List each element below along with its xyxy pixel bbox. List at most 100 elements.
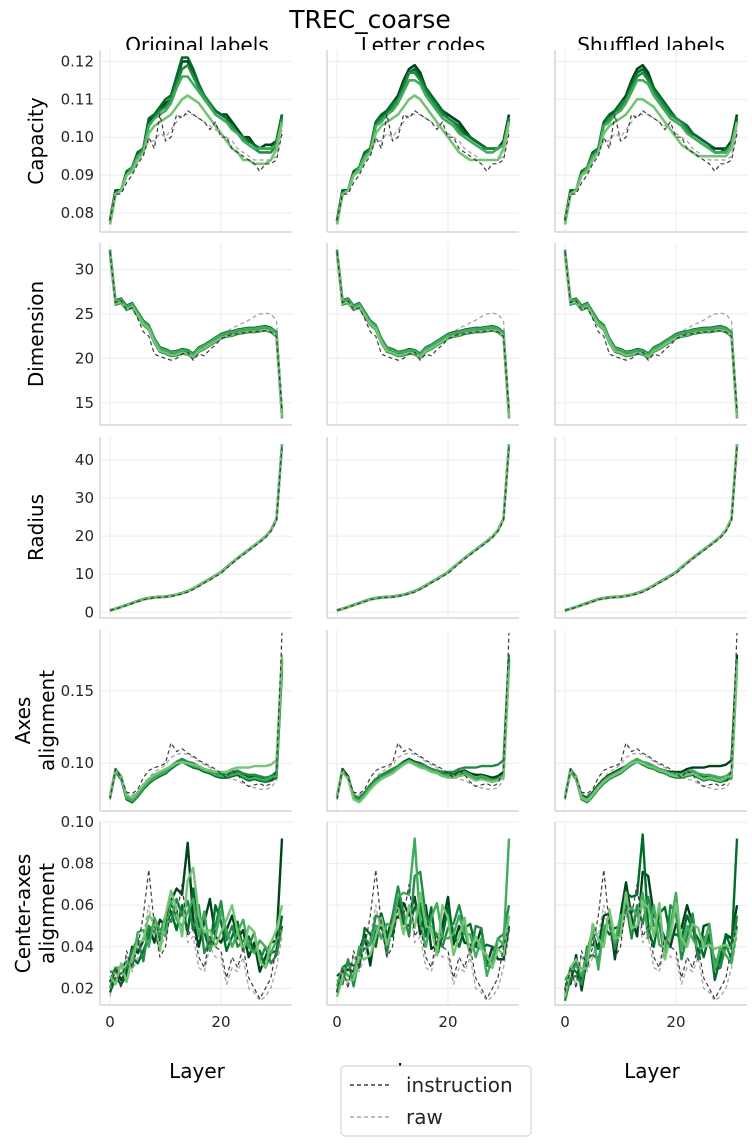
y-tick-label: 0.09 (61, 166, 94, 184)
figure-title: TREC_coarse (288, 5, 450, 34)
panel-background (100, 243, 292, 425)
raw-line (109, 113, 283, 225)
panel-grid: Capacity 0.08 0.09 0.10 0.11 0.12 Dimension 15 2… (11, 50, 747, 1031)
green-line-5 (108, 654, 284, 800)
panel-background (327, 243, 519, 425)
green-line-5 (563, 891, 739, 997)
panel-background (555, 630, 747, 811)
panel-axes_alignment-letter (326, 630, 519, 812)
green-line-5 (335, 253, 511, 418)
panel-axes_alignment-shuffled (554, 630, 747, 812)
panel-dimension-letter (326, 243, 519, 426)
instruction-line (109, 446, 283, 611)
x-tick-label: 20 (211, 1013, 230, 1031)
y-tick-label: 0.10 (61, 813, 94, 831)
instruction-line (109, 251, 283, 412)
y-tick-label: 30 (75, 489, 94, 507)
instruction-line (564, 446, 738, 611)
y-tick-label: 0.06 (61, 896, 94, 914)
instruction-line (109, 869, 283, 1000)
x-tick-label: 20 (666, 1013, 685, 1031)
y-tick-label: 0.08 (61, 204, 94, 222)
green-line-4 (108, 897, 284, 989)
y-tick-label: 0.10 (61, 128, 94, 146)
y-axis-label-center_axes_alignment: Center-axesalignment (11, 854, 59, 973)
green-line-4 (563, 250, 739, 415)
y-axis-label-radius: Radius (24, 494, 48, 561)
green-line-3 (336, 870, 511, 988)
y-axis-label-line: alignment (35, 863, 59, 964)
instruction-line (336, 446, 510, 611)
green-line-3 (563, 895, 739, 1002)
y-tick-label: 10 (75, 565, 94, 583)
green-line-2 (563, 833, 739, 991)
y-tick-label: 0 (84, 603, 94, 621)
y-axis-label-line: Axes (11, 697, 35, 745)
green-line-4 (563, 79, 739, 225)
green-line-4 (335, 79, 511, 225)
green-line-5 (563, 253, 739, 418)
y-axis-label-line: Radius (24, 494, 48, 561)
panel-capacity-letter (326, 50, 519, 233)
x-tick-label: 20 (438, 1013, 457, 1031)
raw-line (336, 904, 510, 1002)
y-tick-label: 30 (75, 261, 94, 279)
panel-background (100, 437, 292, 618)
y-axis-label-line: alignment (35, 670, 59, 771)
instruction-line (564, 632, 738, 800)
panel-background (555, 437, 747, 618)
panel-center_axes_alignment-shuffled: 0 20 (554, 821, 747, 1031)
panel-radius-shuffled (554, 437, 747, 619)
green-line-5 (335, 94, 511, 225)
green-line-2 (563, 67, 739, 221)
green-line-4 (108, 250, 284, 415)
x-tick-label: 0 (105, 1013, 115, 1031)
y-axis-label-line: Dimension (24, 281, 48, 387)
legend-label-raw: raw (406, 1105, 443, 1129)
legend-label-instruction: instruction (406, 1073, 513, 1097)
y-tick-label: 20 (75, 349, 94, 367)
legend: instruction raw (340, 1065, 532, 1137)
instruction-line (564, 869, 738, 1000)
green-line-1 (108, 838, 284, 983)
y-tick-label: 0.12 (61, 52, 94, 70)
green-line-4 (108, 75, 284, 225)
y-axis-label-line: Center-axes (11, 854, 35, 973)
y-axis-label-line: Capacity (24, 97, 48, 185)
panel-axes_alignment-original: 0.10 0.15 (61, 630, 292, 812)
y-tick-label: 0.08 (61, 855, 94, 873)
green-line-2 (335, 67, 511, 221)
x-tick-label: 0 (332, 1013, 342, 1031)
panel-center_axes_alignment-letter: 0 20 (326, 821, 519, 1031)
green-line-5 (563, 664, 739, 803)
panel-background (555, 243, 747, 425)
y-tick-label: 0.04 (61, 938, 94, 956)
raw-line (564, 113, 738, 225)
y-tick-label: 0.02 (61, 979, 94, 997)
y-tick-label: 0.11 (61, 90, 94, 108)
y-tick-label: 40 (75, 451, 94, 469)
instruction-line (564, 251, 738, 412)
instruction-line (336, 110, 510, 221)
instruction-line (564, 110, 738, 221)
legend-box (340, 1065, 532, 1137)
raw-line (564, 904, 738, 1002)
panel-dimension-shuffled (554, 243, 747, 426)
y-tick-label: 15 (75, 394, 94, 412)
panel-radius-letter (326, 437, 519, 619)
figure-header: TREC_coarse Original labels Letter codes… (125, 5, 724, 57)
panel-background (327, 437, 519, 618)
y-tick-label: 20 (75, 527, 94, 545)
panel-center_axes_alignment-original: 0.02 0.04 0.06 0.08 0.10 0 20 (61, 813, 292, 1031)
y-tick-label: 25 (75, 305, 94, 323)
x-axis-label-col1: Layer (169, 1059, 226, 1083)
green-line-5 (563, 98, 739, 225)
x-tick-label: 0 (560, 1013, 570, 1031)
panel-radius-original: 0 10 20 30 40 (75, 437, 292, 621)
panel-background (327, 630, 519, 811)
y-axis-label-capacity: Capacity (24, 97, 48, 185)
y-tick-label: 0.15 (61, 682, 94, 700)
instruction-line (336, 251, 510, 412)
panel-background (100, 630, 292, 811)
